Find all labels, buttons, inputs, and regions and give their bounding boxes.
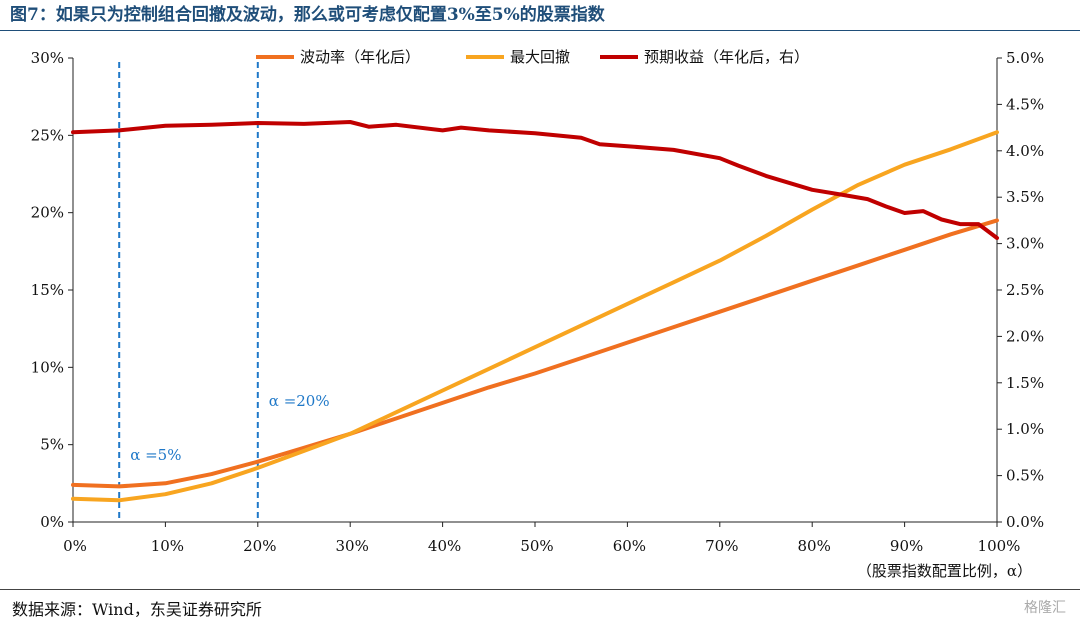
- y-right-tick-label: 2.0%: [1006, 327, 1044, 345]
- x-tick-label: 0%: [63, 537, 87, 555]
- y-right-tick-label: 3.0%: [1006, 235, 1044, 253]
- y-left-tick-label: 15%: [31, 281, 64, 299]
- y-right-tick-label: 0.0%: [1006, 513, 1044, 531]
- source-note: 数据来源：Wind，东吴证券研究所: [12, 600, 262, 619]
- y-left-tick-label: 10%: [31, 358, 64, 376]
- x-tick-label: 30%: [336, 537, 369, 555]
- y-right-tick-label: 5.0%: [1006, 49, 1044, 67]
- x-tick-label: 50%: [520, 537, 553, 555]
- legend-label: 波动率（年化后）: [300, 48, 420, 66]
- y-left-tick-label: 0%: [40, 513, 64, 531]
- y-left-tick-label: 20%: [31, 204, 64, 222]
- legend-label: 最大回撤: [510, 48, 570, 66]
- series-line: [71, 218, 999, 489]
- annotation-label: α =5%: [130, 446, 181, 464]
- y-right-tick-label: 4.5%: [1006, 95, 1044, 113]
- y-right-tick-label: 3.5%: [1006, 188, 1044, 206]
- annotation-label: α =20%: [269, 392, 330, 410]
- y-left-tick-label: 30%: [31, 49, 64, 67]
- line-chart: 0% 5% 10% 15% 20% 25% 30% 0.0% 0.5% 1.0% 1.5% 2.0% 2…: [31, 48, 1044, 580]
- x-tick-label: 10%: [151, 537, 184, 555]
- footer-divider: [0, 589, 1080, 590]
- y-left-tick-label: 5%: [40, 436, 64, 454]
- x-tick-label: 90%: [890, 537, 923, 555]
- series-line: [71, 120, 999, 240]
- y-right-tick-label: 1.0%: [1006, 420, 1044, 438]
- series-line: [71, 130, 999, 503]
- watermark-logo: 格隆汇: [1024, 600, 1066, 616]
- x-tick-label: 60%: [613, 537, 646, 555]
- x-tick-label: 100%: [978, 537, 1021, 555]
- legend-label: 预期收益（年化后，右）: [644, 48, 809, 66]
- y-left-tick-label: 25%: [31, 126, 64, 144]
- chart-title: 图7：如果只为控制组合回撤及波动，那么或可考虑仅配置3%至5%的股票指数: [10, 5, 605, 25]
- x-tick-label: 70%: [705, 537, 738, 555]
- y-right-tick-label: 2.5%: [1006, 281, 1044, 299]
- x-axis-label: （股票指数配置比例，α）: [857, 562, 1032, 580]
- y-right-tick-label: 0.5%: [1006, 467, 1044, 485]
- title-underline: [0, 30, 1080, 31]
- y-right-tick-label: 1.5%: [1006, 374, 1044, 392]
- y-right-tick-label: 4.0%: [1006, 142, 1044, 160]
- x-tick-label: 40%: [428, 537, 461, 555]
- x-tick-label: 80%: [798, 537, 831, 555]
- x-tick-label: 20%: [243, 537, 276, 555]
